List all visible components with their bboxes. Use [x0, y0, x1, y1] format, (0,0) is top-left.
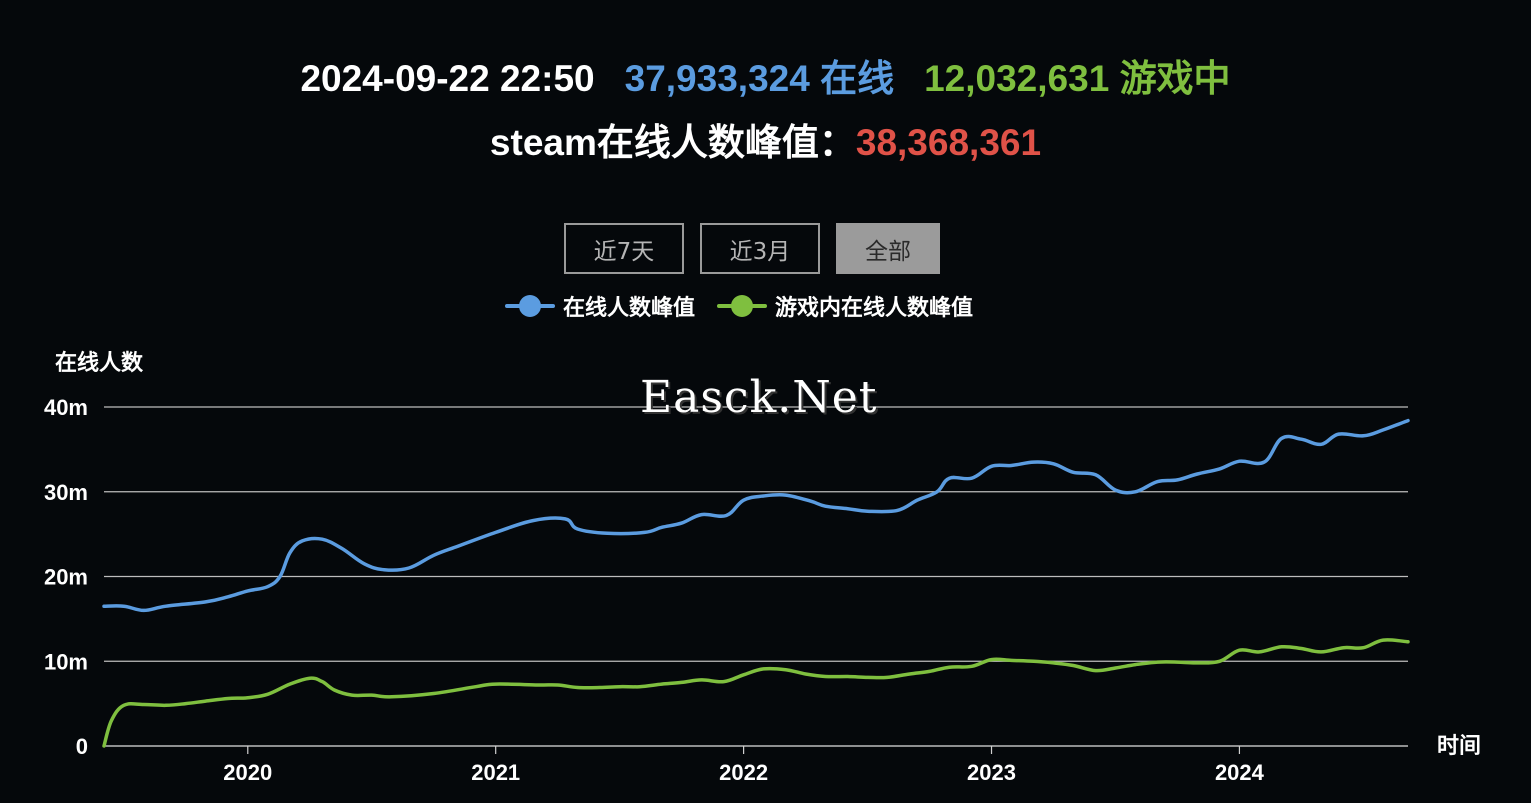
online-label: 在线 — [820, 58, 895, 99]
series-layer — [102, 418, 1410, 748]
peak-value: 38,368,361 — [855, 122, 1042, 163]
axis-layer: 0 10m 20m 30m 40m 2020 2021 2022 2023 2024 — [44, 395, 1265, 785]
ingame-count: 12,032,631 — [924, 58, 1110, 99]
timestamp: 2024-09-22 22:50 — [300, 58, 595, 99]
range-7d-button[interactable]: 近7天 — [564, 223, 684, 274]
header-peak-line: steam在线人数峰值：38,368,361 — [0, 112, 1531, 166]
peak-label: steam在线人数峰值： — [489, 122, 856, 163]
range-all-button[interactable]: 全部 — [836, 223, 940, 274]
legend-label-ingame: 游戏内在线人数峰值 — [775, 296, 974, 321]
ingame-label: 游戏中 — [1119, 58, 1231, 99]
x-tick-label: 2023 — [967, 760, 1016, 785]
legend-item-online[interactable]: 在线人数峰值 — [505, 290, 695, 322]
watermark-text: Easck.Net — [640, 372, 878, 423]
x-tick-label: 2020 — [223, 760, 272, 785]
y-tick-label: 40m — [44, 395, 88, 420]
series-line-ingame — [102, 638, 1410, 748]
range-3m-button[interactable]: 近3月 — [700, 223, 820, 274]
x-tick-label: 2021 — [471, 760, 520, 785]
y-tick-label: 10m — [44, 649, 88, 674]
y-tick-label: 30m — [44, 480, 88, 505]
series-line-online — [102, 418, 1410, 613]
x-tick-label: 2024 — [1215, 760, 1265, 785]
legend-label-online: 在线人数峰值 — [563, 296, 696, 321]
y-axis-title: 在线人数 — [55, 350, 144, 376]
header-status-line: 2024-09-22 22:50 37,933,324 在线 12,032,631 … — [0, 48, 1531, 102]
online-count: 37,933,324 — [624, 58, 810, 99]
x-tick-label: 2022 — [719, 760, 768, 785]
range-selector: 近7天 近3月 全部 — [564, 223, 940, 274]
legend-item-ingame[interactable]: 游戏内在线人数峰值 — [717, 290, 973, 322]
legend-marker-ingame — [717, 295, 768, 317]
chart-legend: 在线人数峰值 游戏内在线人数峰值 — [505, 290, 973, 322]
legend-marker-online — [505, 295, 555, 317]
x-axis-title: 时间 — [1437, 734, 1481, 759]
y-tick-label: 0 — [76, 734, 88, 759]
grid-layer — [104, 406, 1408, 747]
y-tick-label: 20m — [44, 565, 88, 590]
